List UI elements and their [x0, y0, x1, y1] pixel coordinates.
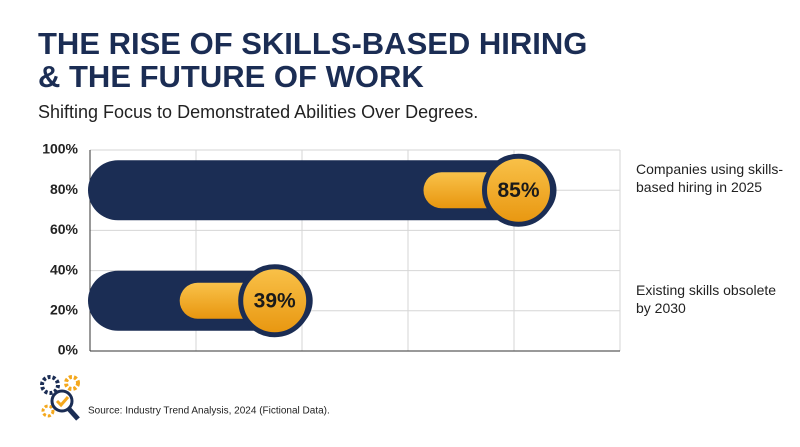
value-label: 39% [254, 289, 296, 312]
y-tick-label: 100% [42, 141, 78, 157]
y-tick-label: 20% [50, 302, 79, 318]
source: Source: Industry Trend Analysis, 2024 (F… [88, 406, 330, 417]
value-badge [238, 264, 312, 338]
category-label: Existing skills obsolete by 2030 [636, 281, 777, 316]
value-badge [482, 153, 555, 227]
y-tick-label: 40% [50, 261, 79, 277]
chart-title: THE RISE OF SKILLS-BASED HIRING [38, 26, 587, 61]
chart-title: & THE FUTURE OF WORK [38, 59, 424, 94]
value-label: 85% [497, 179, 539, 202]
source-icon [40, 375, 80, 421]
y-tick-label: 60% [50, 221, 79, 237]
y-tick-label: 0% [58, 342, 79, 358]
category-label: Companies using skills-based hiring in 2… [636, 161, 784, 196]
y-tick-label: 80% [50, 181, 79, 197]
chart-subtitle: Shifting Focus to Demonstrated Abilities… [38, 102, 478, 122]
